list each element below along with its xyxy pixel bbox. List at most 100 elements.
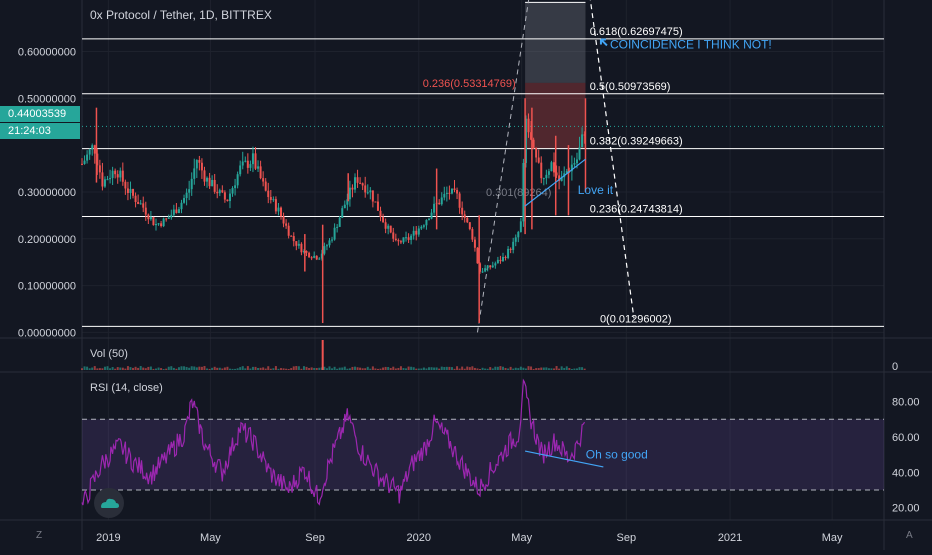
volume-bar <box>290 368 293 370</box>
candle-body <box>540 162 543 179</box>
candle-body <box>297 243 300 246</box>
volume-bar <box>499 366 502 370</box>
volume-bar <box>132 367 135 370</box>
candle-body <box>264 181 267 191</box>
volume-bar <box>379 368 382 370</box>
volume-bar <box>246 366 249 370</box>
candle-body <box>216 191 219 194</box>
volume-bar <box>405 368 408 370</box>
volume-bar <box>297 366 300 370</box>
volume-bar <box>376 368 379 370</box>
annotation-love-it: Love it <box>578 183 614 197</box>
candle-body <box>305 251 308 253</box>
volume-bar <box>435 367 438 370</box>
volume-bar <box>221 368 224 370</box>
volume-bar <box>578 367 581 370</box>
volume-bar <box>570 368 573 370</box>
volume-bar <box>119 367 122 370</box>
candle-body <box>221 190 224 193</box>
candle-body <box>476 247 479 264</box>
candle-body <box>310 257 313 259</box>
candle-body <box>147 214 150 220</box>
volume-bar <box>341 367 344 370</box>
candle-body <box>208 177 211 187</box>
volume-bar <box>387 367 390 370</box>
volume-bar <box>560 366 563 370</box>
volume-bar <box>527 366 530 370</box>
volume-bar <box>269 368 272 370</box>
auto-scale-button[interactable]: A <box>906 530 913 541</box>
volume-bar <box>121 367 124 370</box>
candle-body <box>517 231 520 238</box>
candle-body <box>318 258 321 260</box>
volume-bar <box>98 368 101 370</box>
volume-bar <box>338 367 341 370</box>
tradingview-logo-button[interactable] <box>94 488 124 518</box>
zoom-button[interactable]: Z <box>36 530 43 541</box>
fib-red-label: 0.236(0.53314769) <box>423 78 516 90</box>
vol-label: Vol (50) <box>90 348 128 360</box>
candle-body <box>195 159 198 169</box>
candle-body <box>254 153 257 169</box>
volume-bar <box>111 367 114 370</box>
volume-bar <box>461 366 464 370</box>
volume-bar <box>203 366 206 370</box>
candle-body <box>336 226 339 228</box>
candle-body <box>280 207 283 217</box>
candle-body <box>547 171 550 175</box>
volume-bar <box>496 366 499 370</box>
candle-body <box>302 251 305 253</box>
candle-body <box>290 235 293 237</box>
volume-bar <box>154 368 157 370</box>
candle-body <box>494 263 497 266</box>
volume-bar <box>315 368 318 370</box>
candle-body <box>359 182 362 184</box>
volume-bar <box>228 368 231 370</box>
candle-body <box>356 177 359 183</box>
fib-level-label: 0(0.01296002) <box>600 313 672 325</box>
volume-bar <box>466 366 469 370</box>
volume-bar <box>407 366 410 370</box>
volume-bar <box>177 367 180 370</box>
fib-level-label: 0.5(0.50973569) <box>590 81 671 93</box>
candle-body <box>456 189 459 194</box>
volume-bar <box>185 366 188 370</box>
candle-body <box>527 118 530 133</box>
candle-body <box>126 188 129 193</box>
volume-bar <box>517 368 520 370</box>
candle-body <box>213 179 216 192</box>
volume-bar <box>272 368 275 370</box>
volume-bar <box>274 366 277 370</box>
candle-body <box>206 177 209 182</box>
volume-bar <box>226 366 229 370</box>
volume-bar <box>208 368 211 370</box>
candle-body <box>399 241 402 243</box>
rsi-divergence-line <box>524 450 604 468</box>
volume-bar <box>430 367 433 370</box>
volume-bar <box>267 366 270 370</box>
candle-body <box>422 225 425 227</box>
candle-body <box>167 217 170 219</box>
candle-body <box>91 145 94 150</box>
candle-body <box>397 240 400 242</box>
candle-body <box>121 170 124 182</box>
volume-bar <box>346 368 349 370</box>
volume-bar <box>124 368 127 370</box>
candle-body <box>433 203 436 213</box>
volume-bar <box>512 368 515 370</box>
candle-body <box>338 217 341 227</box>
candle-body <box>83 160 86 164</box>
last-price-badge: 0.44003539 <box>0 106 80 122</box>
volume-bar <box>412 367 415 370</box>
rsi-tick-label: 20.00 <box>892 503 920 515</box>
candle-body <box>468 222 471 230</box>
candle-body <box>198 159 201 163</box>
candle-body <box>129 188 132 193</box>
candle-body <box>524 118 527 163</box>
candle-body <box>479 263 482 272</box>
volume-bar <box>453 368 456 370</box>
volume-bar <box>366 366 369 370</box>
candle-body <box>244 160 247 162</box>
volume-bar <box>550 368 553 370</box>
